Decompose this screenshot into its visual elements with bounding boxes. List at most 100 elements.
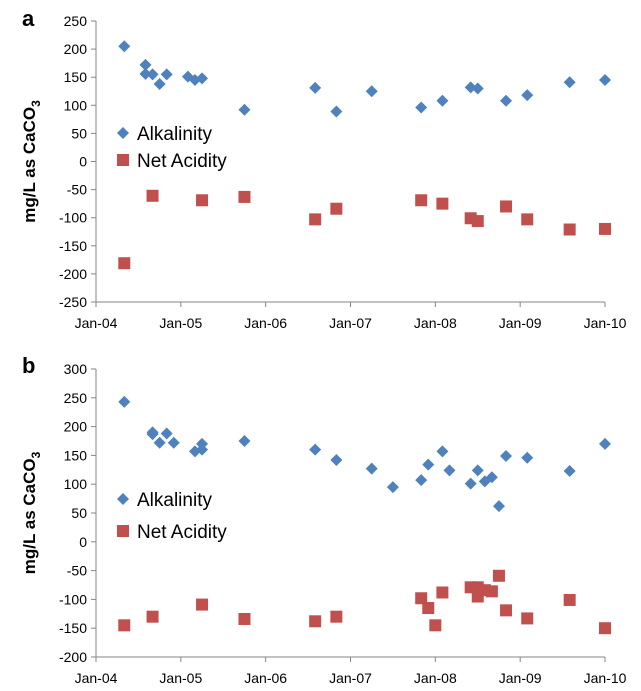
data-point-alkalinity (500, 94, 513, 107)
chart-panel-b: b -200 -150 -100 -50 0 50 100 150 200 250 300 Jan-04… (0, 345, 641, 691)
data-point-alkalinity (443, 464, 456, 477)
data-point-net-acidity (196, 194, 209, 207)
chart-a-svg: a -250 -200 -150 -100 -50 0 50 100 150 200 250 Jan-0… (20, 6, 627, 331)
data-point-alkalinity (436, 94, 449, 107)
data-point-net-acidity (436, 197, 449, 210)
data-point-net-acidity (415, 592, 428, 605)
y-axis-title-subscript: 3 (29, 451, 43, 458)
data-point-alkalinity (500, 449, 513, 462)
data-point-alkalinity (196, 72, 209, 85)
data-point-net-acidity (436, 586, 449, 599)
data-point-net-acidity (500, 200, 513, 213)
x-tick-label: Jan-04 (75, 670, 118, 686)
data-point-alkalinity (365, 85, 378, 98)
y-tick-label: -50 (67, 563, 87, 579)
data-point-net-acidity (471, 215, 484, 228)
data-point-alkalinity (160, 427, 173, 440)
data-point-alkalinity (146, 68, 159, 81)
data-point-net-acidity (196, 598, 209, 611)
data-point-alkalinity (492, 500, 505, 513)
data-point-alkalinity (146, 428, 159, 441)
legend-marker-alkalinity (117, 127, 129, 139)
y-tick-label: 200 (64, 41, 88, 57)
data-point-alkalinity (365, 462, 378, 475)
data-point-alkalinity (422, 458, 435, 471)
chart-b-svg: b -200 -150 -100 -50 0 50 100 150 200 250 300 Jan-04… (20, 353, 627, 686)
x-tick-label: Jan-08 (414, 670, 457, 686)
y-tick-label: -100 (59, 210, 87, 226)
x-tick-label: Jan-06 (244, 315, 287, 331)
data-point-net-acidity (500, 604, 513, 617)
x-tick-label: Jan-09 (499, 670, 542, 686)
y-tick-label: -200 (59, 649, 87, 665)
data-point-net-acidity (521, 612, 534, 625)
data-point-alkalinity (471, 464, 484, 477)
legend-marker-alkalinity (117, 493, 129, 505)
y-tick-label: 200 (64, 419, 88, 435)
data-point-alkalinity (485, 471, 498, 484)
x-tick-label: Jan-09 (499, 315, 542, 331)
y-axis-title: mg/L as CaCO3 (20, 451, 43, 574)
legend-label-alkalinity: Alkalinity (137, 490, 212, 511)
data-point-alkalinity (563, 76, 576, 89)
y-tick-label: 250 (64, 390, 88, 406)
data-point-alkalinity (563, 464, 576, 477)
y-tick-label: -250 (59, 294, 87, 310)
data-point-net-acidity (429, 619, 442, 632)
data-point-net-acidity (492, 569, 505, 582)
data-point-alkalinity (521, 451, 534, 464)
data-point-net-acidity (521, 213, 534, 226)
x-tick-label: Jan-04 (75, 315, 118, 331)
legend-label-net-acidity: Net Acidity (137, 522, 227, 543)
data-point-alkalinity (464, 477, 477, 490)
data-point-alkalinity (153, 77, 166, 90)
data-point-net-acidity (563, 223, 576, 236)
data-point-net-acidity (309, 213, 322, 226)
y-tick-label: 50 (71, 125, 87, 141)
data-point-net-acidity (238, 190, 251, 203)
data-point-net-acidity (118, 619, 131, 632)
y-axis-title-subscript: 3 (29, 100, 43, 107)
y-tick-label: 100 (64, 476, 88, 492)
y-axis-title-main: mg/L as CaCO (20, 458, 39, 574)
y-tick-label: 0 (79, 154, 87, 170)
data-point-alkalinity (139, 58, 152, 71)
x-tick-label: Jan-05 (159, 670, 202, 686)
x-tick-label: Jan-07 (329, 315, 372, 331)
data-point-alkalinity (160, 68, 173, 81)
data-point-net-acidity (599, 622, 611, 635)
y-axis-title: mg/L as CaCO3 (20, 100, 43, 223)
data-point-alkalinity (599, 437, 611, 450)
data-point-alkalinity (309, 443, 322, 456)
data-point-alkalinity (153, 436, 166, 449)
data-point-alkalinity (196, 443, 209, 456)
panel-label: b (22, 353, 35, 378)
data-point-alkalinity (139, 67, 152, 80)
data-point-net-acidity (330, 610, 343, 623)
data-point-alkalinity (436, 445, 449, 458)
data-point-net-acidity (238, 612, 251, 625)
x-tick-label: Jan-06 (244, 670, 287, 686)
legend-marker-net-acidity (117, 525, 129, 537)
data-point-alkalinity (386, 481, 399, 494)
x-tick-label: Jan-07 (329, 670, 372, 686)
y-tick-label: -150 (59, 238, 87, 254)
data-point-net-acidity (330, 202, 343, 215)
y-tick-label: -100 (59, 591, 87, 607)
y-tick-label: -200 (59, 266, 87, 282)
y-tick-label: 300 (64, 361, 88, 377)
data-point-alkalinity (415, 101, 428, 114)
data-point-net-acidity (563, 593, 576, 606)
legend-label-net-acidity: Net Acidity (137, 151, 227, 172)
x-tick-label: Jan-08 (414, 315, 457, 331)
chart-panel-a: a -250 -200 -150 -100 -50 0 50 100 150 200 250 Jan-0… (0, 0, 641, 345)
x-tick-label: Jan-05 (159, 315, 202, 331)
x-tick-label: Jan-10 (584, 670, 627, 686)
data-point-alkalinity (167, 436, 180, 449)
data-point-net-acidity (422, 602, 435, 615)
y-tick-label: 50 (71, 505, 87, 521)
data-point-alkalinity (309, 81, 322, 94)
data-point-net-acidity (309, 615, 322, 628)
data-point-net-acidity (599, 222, 611, 235)
data-point-alkalinity (118, 40, 131, 53)
